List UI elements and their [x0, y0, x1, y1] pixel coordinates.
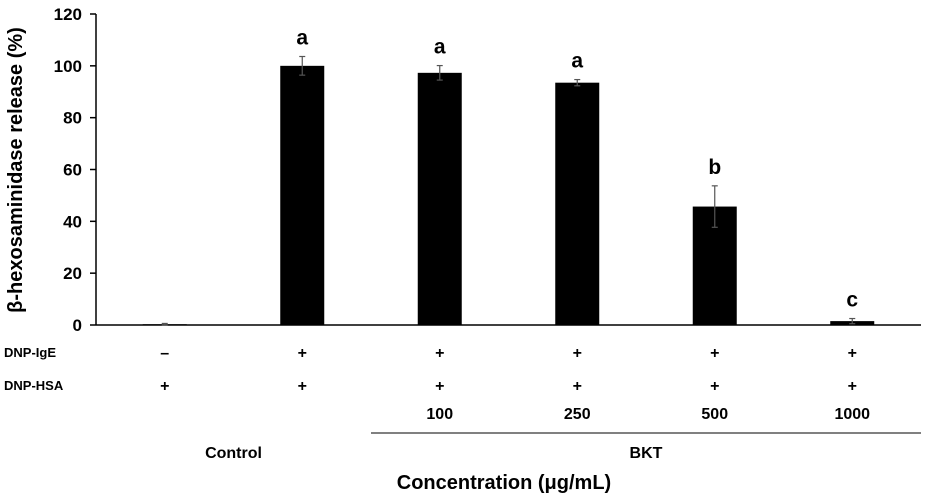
treatment-sign: +: [298, 378, 307, 395]
treatment-sign: +: [573, 345, 582, 362]
significance-letter: a: [571, 50, 583, 73]
treatment-sign: +: [435, 378, 444, 395]
treatment-sign: +: [848, 378, 857, 395]
concentration-label: 500: [701, 406, 728, 423]
group-labels: Control BKT: [205, 432, 921, 462]
significance-letter: a: [434, 36, 446, 59]
treatment-sign: +: [435, 345, 444, 362]
y-tick-label: 0: [73, 316, 82, 335]
y-axis-title: β-hexosaminidase release (%): [5, 27, 27, 313]
treatment-sign: +: [848, 345, 857, 362]
bar: [280, 65, 325, 325]
y-tick-label: 120: [54, 5, 82, 24]
treatment-sign: +: [298, 345, 307, 362]
y-tick-label: 20: [63, 264, 82, 283]
treatment-sign: +: [160, 378, 169, 395]
y-tick-label: 40: [63, 212, 82, 231]
bar: [555, 82, 600, 325]
bars: [142, 65, 875, 325]
error-bars: [161, 55, 856, 326]
concentration-label: 250: [564, 406, 591, 423]
treatment-table: DNP-IgE – + + + + + DNP-HSA + + + + + +100 250 500 1000: [4, 345, 870, 423]
treatment-sign: –: [160, 345, 169, 362]
y-axis: 0 20 40 60 80 100 120: [54, 5, 921, 335]
significance-letter: b: [708, 156, 721, 179]
group-label: BKT: [630, 445, 663, 462]
significance-letter: a: [296, 27, 308, 50]
x-axis-title: Concentration (μg/mL): [397, 472, 611, 494]
row-label: DNP-IgE: [4, 345, 56, 360]
concentration-label: 1000: [834, 406, 870, 423]
y-tick-label: 80: [63, 109, 82, 128]
bar: [417, 72, 462, 325]
significance-labels: a a a b c: [296, 27, 858, 312]
treatment-sign: +: [710, 345, 719, 362]
group-label: Control: [205, 445, 262, 462]
row-label: DNP-HSA: [4, 378, 64, 393]
y-tick-label: 100: [54, 57, 82, 76]
concentration-label: 100: [426, 406, 453, 423]
treatment-sign: +: [573, 378, 582, 395]
treatment-sign: +: [710, 378, 719, 395]
y-tick-label: 60: [63, 161, 82, 180]
significance-letter: c: [846, 289, 858, 312]
